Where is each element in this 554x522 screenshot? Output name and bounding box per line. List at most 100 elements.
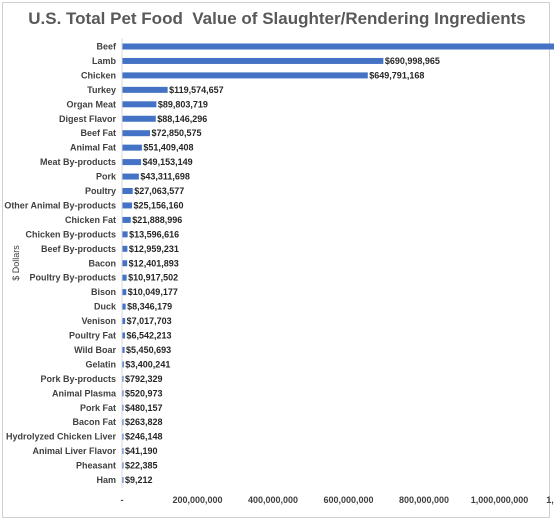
data-label: $25,156,160 [133, 200, 183, 210]
chart-frame [2, 2, 550, 518]
bar [122, 130, 151, 137]
bar [122, 43, 554, 50]
category-label: Beef Fat [80, 128, 116, 138]
x-tick-label: 800,000,000 [399, 495, 449, 505]
bar [122, 419, 124, 426]
category-label: Wild Boar [74, 345, 116, 355]
bar [122, 202, 132, 209]
data-label: $12,959,231 [129, 244, 179, 254]
x-tick-label: 200,000,000 [172, 495, 222, 505]
bar [122, 173, 139, 180]
category-label: Animal Liver Flavor [32, 446, 116, 456]
category-label: Poultry Fat [69, 331, 116, 341]
x-tick-label: 1,200,000,000 [546, 495, 554, 505]
category-label: Digest Flavor [59, 114, 117, 124]
category-label: Gelatin [85, 359, 116, 369]
bar [122, 448, 124, 455]
data-label: $792,329 [125, 374, 163, 384]
data-label: $51,409,408 [143, 143, 193, 153]
bar [122, 346, 125, 353]
category-label: Bison [91, 287, 116, 297]
category-label: Turkey [87, 85, 116, 95]
data-label: $5,450,693 [126, 345, 171, 355]
data-label: $41,190 [125, 446, 158, 456]
category-label: Meat By-products [40, 157, 116, 167]
bar [122, 303, 126, 310]
bar [122, 289, 127, 296]
data-label: $690,998,965 [385, 56, 440, 66]
data-label: $89,803,719 [158, 99, 208, 109]
data-label: $13,596,616 [129, 229, 179, 239]
data-label: $6,542,213 [126, 331, 171, 341]
category-label: Lamb [92, 56, 117, 66]
x-tick-label: 600,000,000 [323, 495, 373, 505]
data-label: $9,212 [125, 475, 153, 485]
category-label: Animal Fat [70, 143, 116, 153]
bar [122, 159, 142, 166]
category-label: Other Animal By-products [4, 200, 116, 210]
bar [122, 375, 124, 382]
data-label: $520,973 [125, 388, 163, 398]
data-label: $119,574,657 [169, 85, 224, 95]
category-label: Poultry By-products [29, 273, 116, 283]
category-label: Venison [81, 316, 116, 326]
bar [122, 101, 157, 108]
category-label: Pork Fat [80, 403, 116, 413]
bar [122, 188, 133, 194]
bar [122, 260, 128, 267]
data-label: $7,017,703 [127, 316, 172, 326]
data-label: $88,146,296 [157, 114, 207, 124]
category-label: Poultry [85, 186, 116, 196]
data-label: $10,917,502 [128, 273, 178, 283]
bar [122, 404, 124, 411]
bar [122, 57, 384, 64]
category-label: Organ Meat [66, 99, 116, 109]
bar [122, 115, 156, 122]
data-label: $8,346,179 [127, 302, 172, 312]
bar [122, 332, 125, 339]
x-tick-label: 400,000,000 [248, 495, 298, 505]
bar [122, 274, 127, 281]
bar [122, 462, 124, 469]
data-label: $246,148 [125, 432, 163, 442]
bar [122, 477, 124, 483]
category-label: Chicken By-products [25, 229, 116, 239]
data-label: $49,153,149 [143, 157, 193, 167]
bar [122, 390, 124, 397]
category-label: Hydrolyzed Chicken Liver [6, 432, 117, 442]
category-label: Beef [96, 42, 117, 52]
category-label: Ham [96, 475, 116, 485]
x-tick-label: 1,000,000,000 [471, 495, 529, 505]
bar [122, 216, 131, 223]
bar [122, 72, 368, 79]
category-label: Pork By-products [40, 374, 116, 384]
category-label: Duck [94, 302, 117, 312]
data-label: $22,385 [125, 461, 158, 471]
category-label: Pheasant [76, 461, 116, 471]
data-label: $263,828 [125, 417, 163, 427]
category-label: Animal Plasma [52, 388, 117, 398]
bar [122, 361, 124, 368]
bar [122, 245, 128, 252]
data-label: $10,049,177 [128, 287, 178, 297]
bar [122, 144, 142, 151]
category-label: Chicken [81, 70, 116, 80]
chart-title: U.S. Total Pet Food Value of Slaughter/R… [28, 9, 526, 28]
data-label: $27,063,577 [134, 186, 184, 196]
data-label: $43,311,698 [140, 172, 190, 182]
data-label: $480,157 [125, 403, 163, 413]
data-label: $12,401,893 [129, 258, 179, 268]
category-label: Pork [96, 172, 117, 182]
category-label: Bacon [88, 258, 116, 268]
category-label: Bacon Fat [72, 417, 116, 427]
data-label: $649,791,168 [369, 70, 424, 80]
data-label: $72,850,575 [152, 128, 202, 138]
bar [122, 86, 168, 93]
category-label: Chicken Fat [65, 215, 116, 225]
bar [122, 318, 126, 325]
bar [122, 231, 128, 238]
data-label: $21,888,996 [132, 215, 182, 225]
bar [122, 433, 124, 440]
data-label: $3,400,241 [125, 359, 170, 369]
